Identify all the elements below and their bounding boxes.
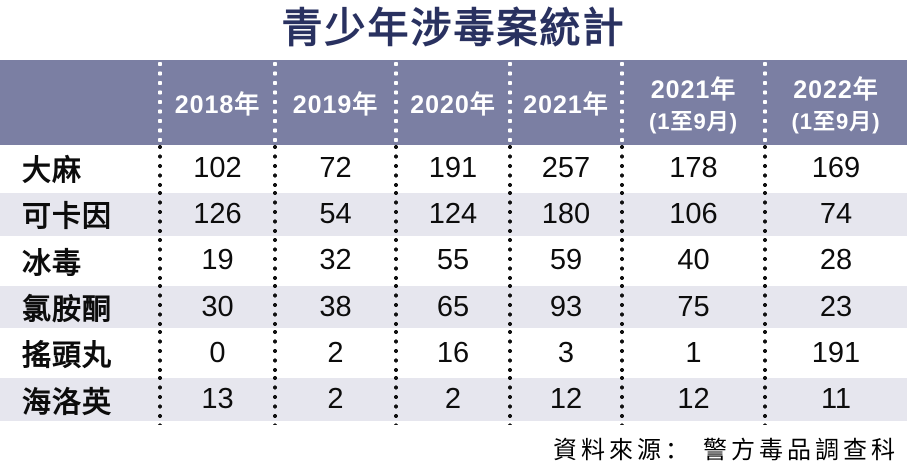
table-row-cannabis: 大麻 102 72 191 257 178 169 <box>0 142 907 194</box>
data-cell: 257 <box>507 142 622 194</box>
data-cell: 0 <box>157 328 275 379</box>
row-label: 可卡因 <box>22 201 113 234</box>
data-cell: 106 <box>619 189 765 240</box>
header-cell-2021-jan-sep: 2021年 (1至9月) <box>619 60 765 145</box>
header-year-label: 2021年 <box>523 91 609 119</box>
data-cell: 2 <box>393 374 510 426</box>
data-cell: 23 <box>762 281 907 333</box>
data-cell: 180 <box>507 189 622 240</box>
data-cell: 55 <box>393 235 510 287</box>
data-cell: 3 <box>507 328 622 379</box>
row-label: 海洛英 <box>22 386 113 419</box>
data-cell: 126 <box>157 189 275 240</box>
row-label: 冰毒 <box>22 247 83 280</box>
data-cell: 1 <box>619 328 765 379</box>
header-year-label: 2018年 <box>174 91 261 119</box>
page-title: 青少年涉毒案統計 <box>281 5 626 51</box>
header-cell-2020: 2020年 <box>393 60 510 145</box>
data-cell: 13 <box>157 374 275 426</box>
table-row-heroin: 海洛英 13 2 2 12 12 11 <box>0 374 907 426</box>
row-label: 搖頭丸 <box>22 340 113 373</box>
header-cell-2021: 2021年 <box>507 60 622 145</box>
table-row-ecstasy: 搖頭丸 0 2 16 3 1 191 <box>0 328 907 379</box>
table-row-cocaine: 可卡因 126 54 124 180 106 74 <box>0 189 907 240</box>
table-row-meth: 冰毒 19 32 55 59 40 28 <box>0 235 907 287</box>
data-cell: 11 <box>762 374 907 426</box>
data-cell: 102 <box>157 142 275 194</box>
header-cell-2022-jan-sep: 2022年 (1至9月) <box>762 60 907 145</box>
row-label: 氯胺酮 <box>22 294 113 327</box>
data-cell: 169 <box>762 142 907 194</box>
data-cell: 75 <box>619 281 765 333</box>
data-cell: 12 <box>507 374 622 426</box>
data-cell: 191 <box>762 328 907 379</box>
header-year-label: 2019年 <box>292 91 379 119</box>
data-cell: 74 <box>762 189 907 240</box>
table-row-ketamine: 氯胺酮 30 38 65 93 75 23 <box>0 281 907 333</box>
data-cell: 93 <box>507 281 622 333</box>
header-cell-2019: 2019年 <box>272 60 396 145</box>
header-year-label: 2022年 <box>793 75 879 104</box>
header-cell-2018: 2018年 <box>157 60 275 145</box>
data-cell: 178 <box>619 142 765 194</box>
header-period-label: (1至9月) <box>648 108 739 134</box>
header-period-label: (1至9月) <box>791 108 881 134</box>
data-cell: 16 <box>393 328 510 379</box>
data-cell: 30 <box>157 281 275 333</box>
header-year-label: 2020年 <box>410 91 496 119</box>
data-cell: 65 <box>393 281 510 333</box>
data-cell: 28 <box>762 235 907 287</box>
table-header-row: 2018年 2019年 2020年 2021年 2021年 (1至9月) 202… <box>0 60 907 145</box>
data-cell: 19 <box>157 235 275 287</box>
data-cell: 32 <box>272 235 396 287</box>
header-corner-cell <box>0 60 160 145</box>
data-cell: 59 <box>507 235 622 287</box>
header-year-label: 2021年 <box>650 75 737 104</box>
row-label: 大麻 <box>22 155 83 188</box>
data-cell: 124 <box>393 189 510 240</box>
data-cell: 72 <box>272 142 396 194</box>
data-cell: 38 <box>272 281 396 333</box>
data-cell: 2 <box>272 328 396 379</box>
data-cell: 54 <box>272 189 396 240</box>
data-cell: 191 <box>393 142 510 194</box>
data-cell: 40 <box>619 235 765 287</box>
data-source: 資料來源： 警方毒品調查科 <box>553 438 899 464</box>
data-cell: 12 <box>619 374 765 426</box>
stats-table: 2018年 2019年 2020年 2021年 2021年 (1至9月) 202… <box>0 60 907 426</box>
data-cell: 2 <box>272 374 396 426</box>
